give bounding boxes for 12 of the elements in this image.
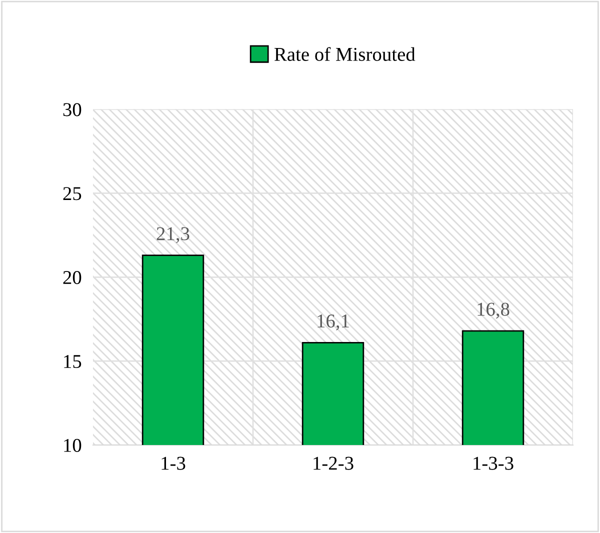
- x-tick-label: 1-3-3: [474, 456, 514, 470]
- y-tick-label: 20: [63, 270, 82, 284]
- x-tick-label: 1-3: [162, 456, 186, 470]
- data-label: 16,1: [318, 314, 349, 330]
- x-tick-label: 1-2-3: [314, 456, 354, 470]
- y-tick-label: 25: [63, 187, 82, 200]
- y-tick-label: 10: [64, 438, 82, 452]
- data-label: 16,8: [478, 302, 510, 319]
- data-label: 21,3: [156, 227, 190, 244]
- y-tick-label: 30: [63, 103, 82, 116]
- legend-label: Rate of Misrouted: [274, 47, 416, 61]
- y-tick-label: 15: [64, 355, 82, 368]
